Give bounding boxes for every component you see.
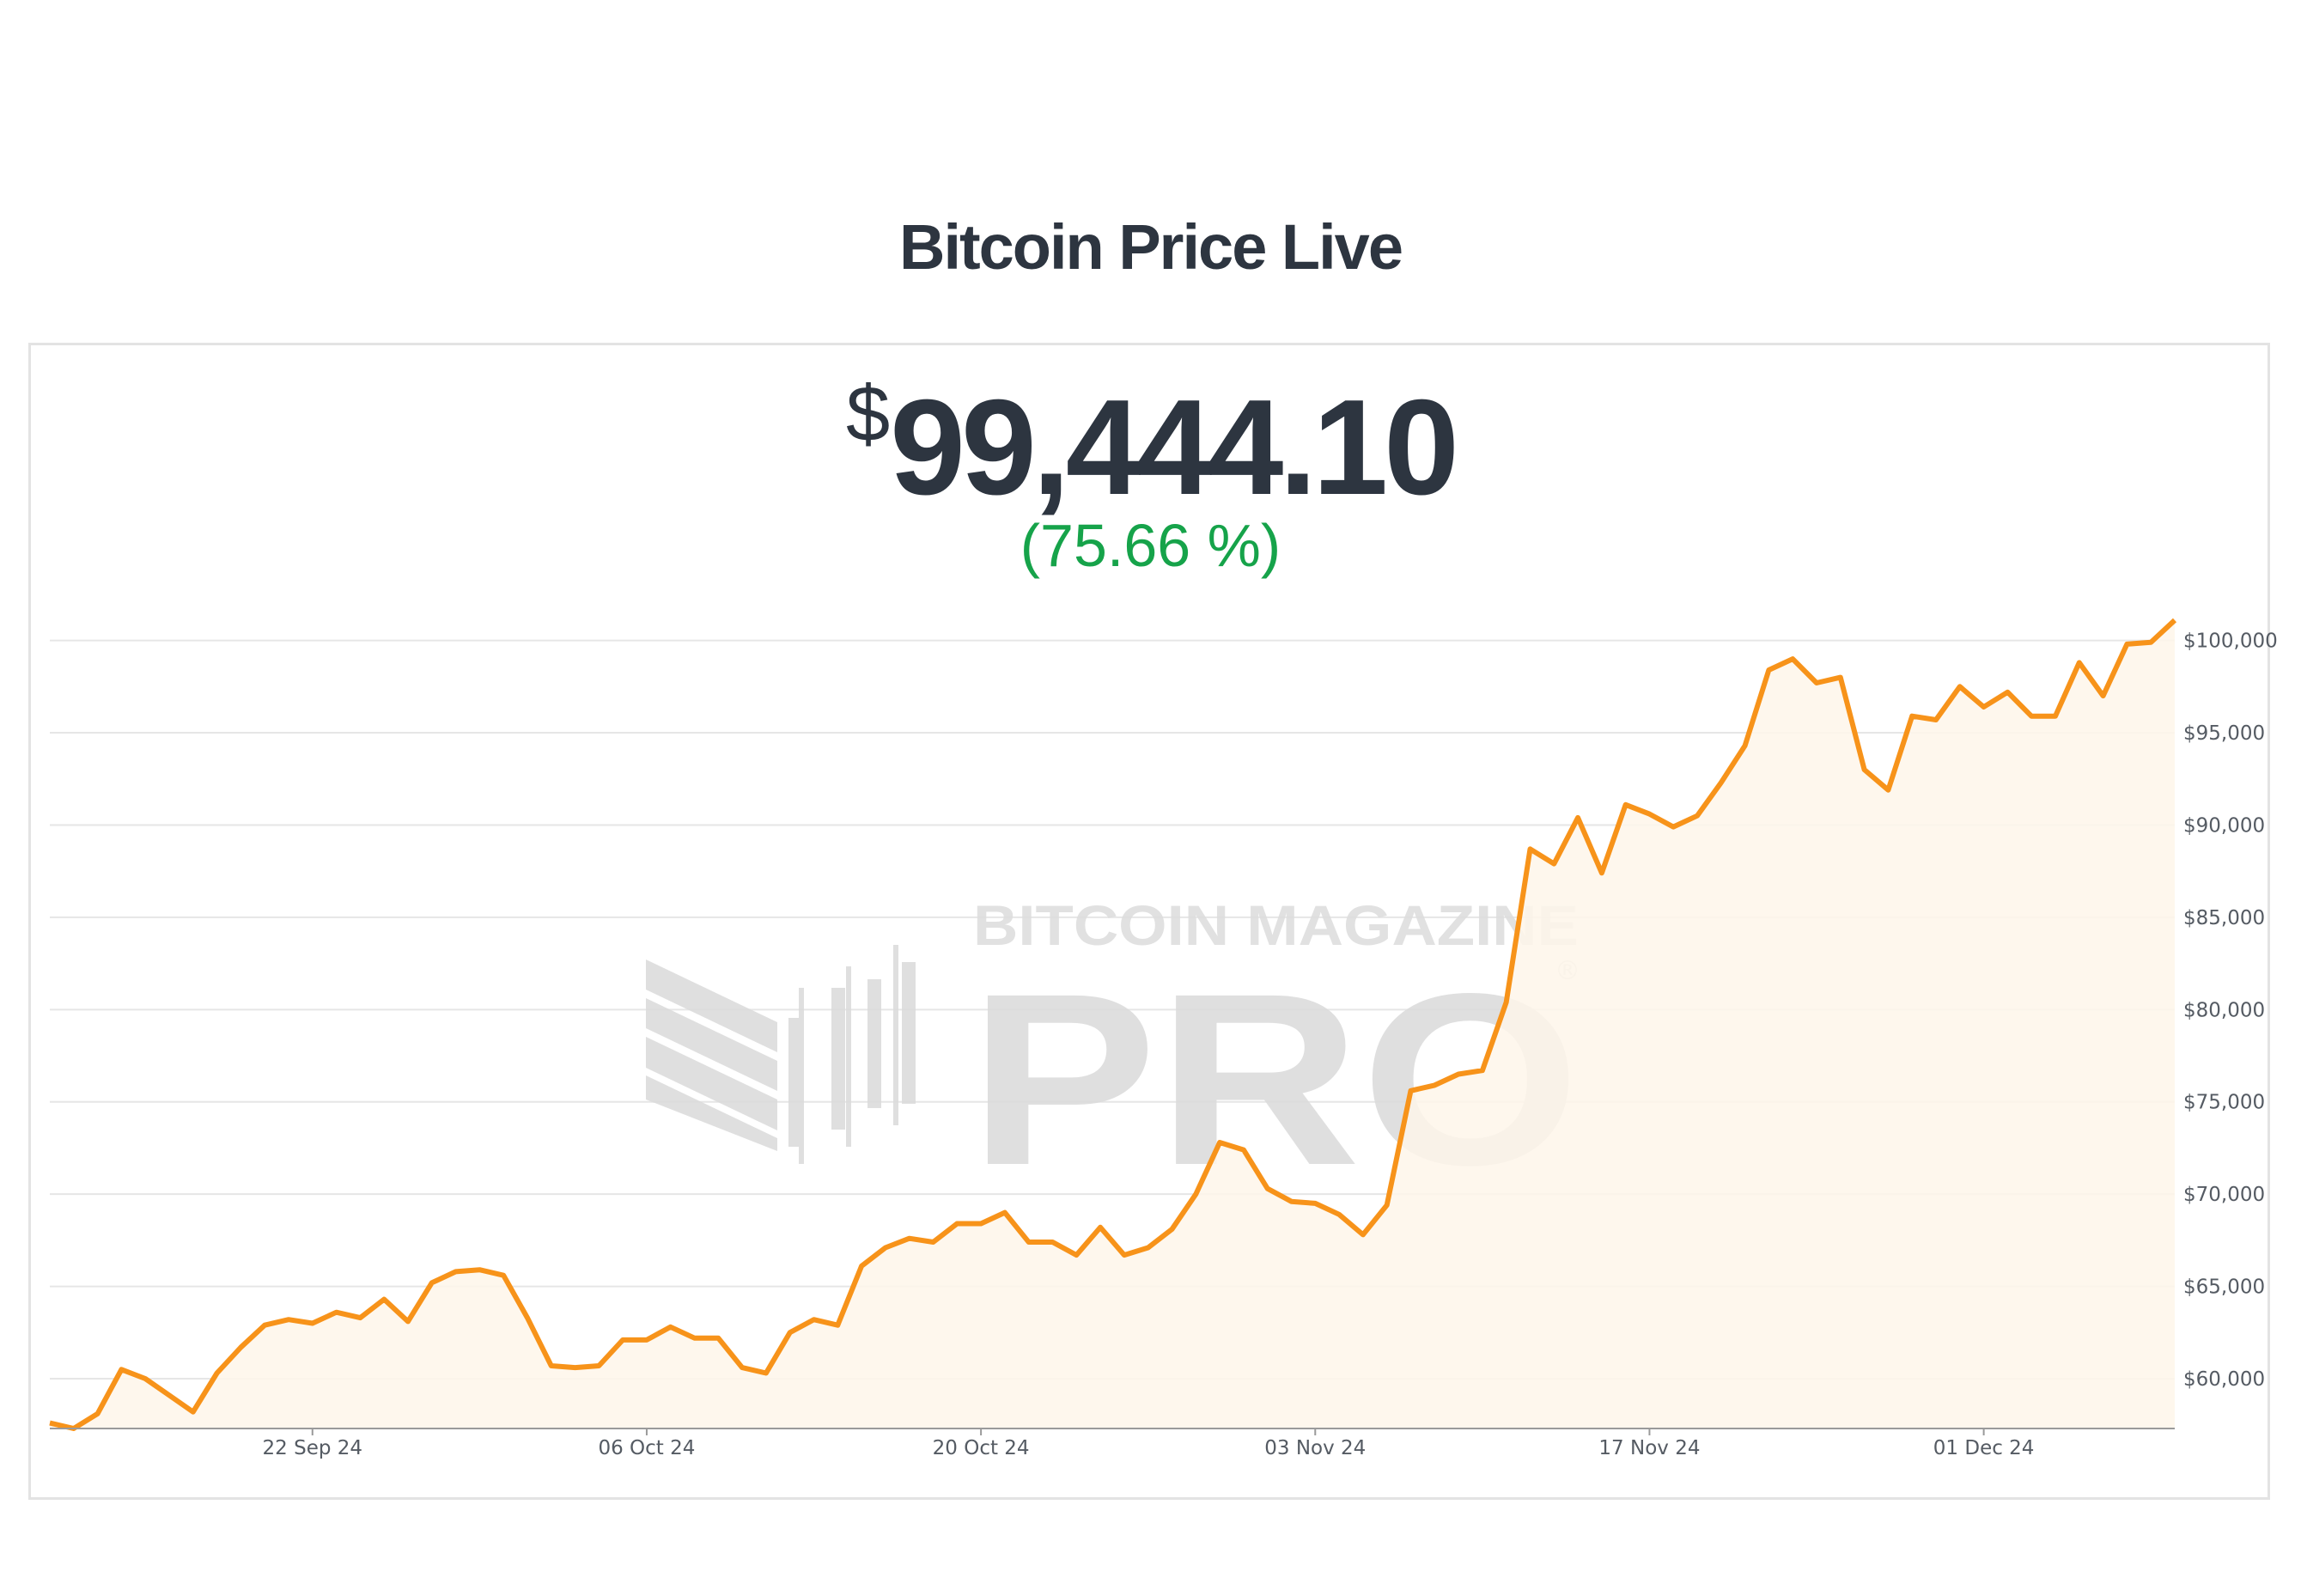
price-series-line [49,618,2177,1431]
x-tick-label: 03 Nov 24 [1264,1437,1366,1459]
watermark-logo-icon [646,945,916,1164]
x-tick-label: 20 Oct 24 [933,1437,1030,1459]
price-change-percent: (75.66 %) [1020,512,1281,579]
price-currency-symbol: $ [845,370,891,458]
price-display: $99,444.10 [0,369,2301,526]
x-tick-label: 22 Sep 24 [263,1437,363,1459]
x-tick-label: 01 Dec 24 [1933,1437,2035,1459]
x-tick-label: 06 Oct 24 [598,1437,695,1459]
y-tick-label: $60,000 [2183,1368,2265,1391]
x-axis-ticks: 22 Sep 24 06 Oct 24 20 Oct 24 03 Nov 24 17 N… [263,1428,2035,1459]
y-tick-label: $85,000 [2183,907,2265,929]
y-tick-label: $90,000 [2183,814,2265,837]
y-tick-label: $95,000 [2183,722,2265,745]
watermark-title: BITCOIN MAGAZINE [973,893,1579,957]
x-tick-label: 17 Nov 24 [1598,1437,1700,1459]
price-value: 99,444.10 [890,372,1459,523]
y-tick-label: $80,000 [2183,999,2265,1021]
price-area-fill [50,620,2175,1428]
y-tick-label: $75,000 [2183,1092,2265,1114]
y-tick-label: $65,000 [2183,1276,2265,1299]
y-tick-label: $100,000 [2183,630,2278,653]
page-title: Bitcoin Price Live [899,211,1403,283]
y-tick-label: $70,000 [2183,1184,2265,1206]
y-axis-ticks: $60,000 $65,000 $70,000 $75,000 $80,000 $85,0… [2183,630,2278,1391]
